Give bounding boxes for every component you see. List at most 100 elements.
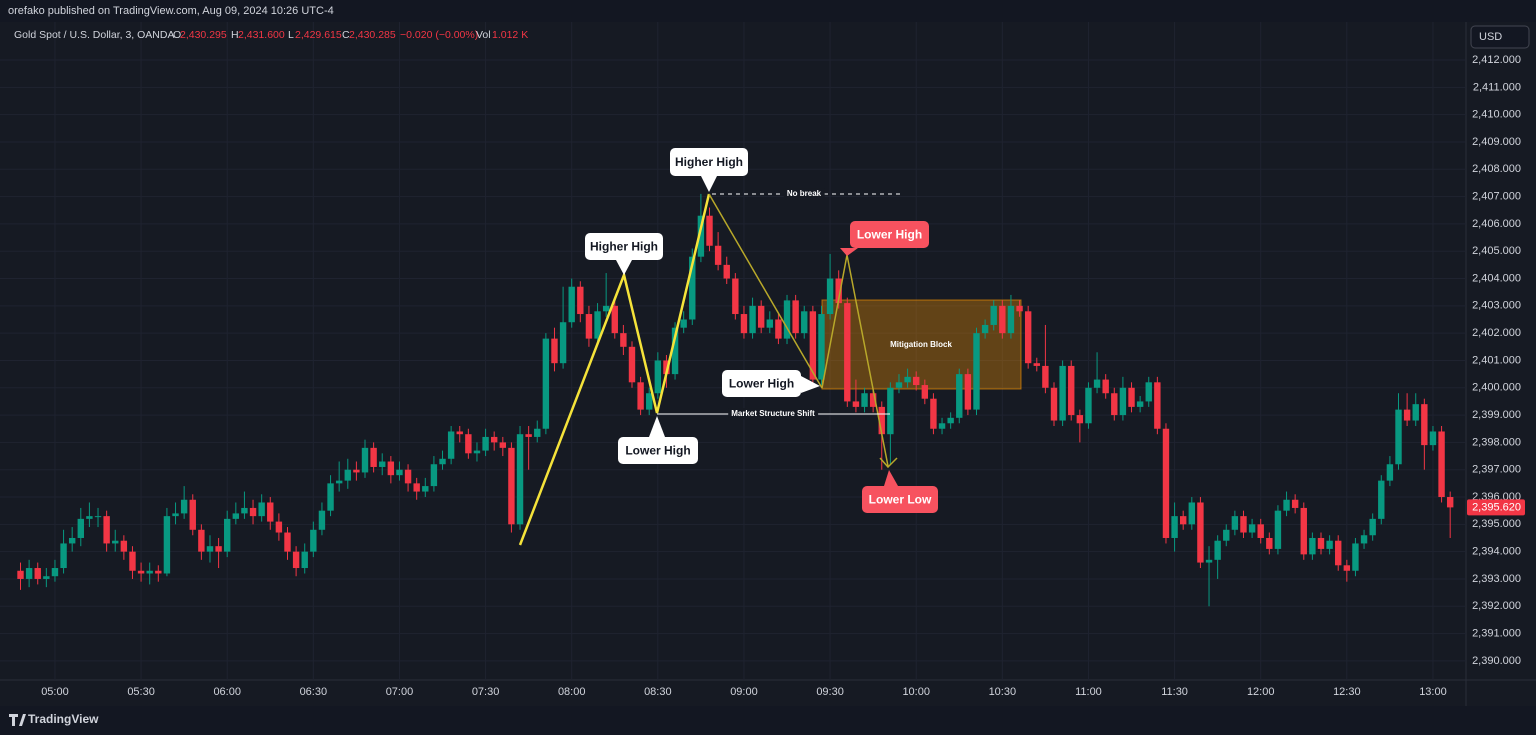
candle-body bbox=[499, 442, 507, 448]
y-tick-label: 2,410.000 bbox=[1472, 109, 1521, 121]
arrow-head bbox=[879, 457, 898, 469]
legend: O2,430.295 H 2,431.600 L 2,429.615 C 2,430.285 bbox=[173, 29, 396, 41]
y-tick-label: 2,400.000 bbox=[1472, 382, 1521, 394]
publisher: orefako published on TradingView.com, Au… bbox=[8, 5, 334, 17]
candle-body bbox=[1429, 431, 1437, 446]
candle-body bbox=[1136, 401, 1144, 407]
candle-body bbox=[482, 436, 489, 451]
bubble-label: Lower High bbox=[625, 444, 690, 458]
line-note: Mitigation Block bbox=[890, 340, 952, 349]
bubble-label: Lower Low bbox=[869, 493, 932, 507]
legend-key: L bbox=[288, 29, 294, 41]
candle-body bbox=[327, 483, 334, 511]
candle-body bbox=[1300, 507, 1307, 555]
y-tick-label: 2,406.000 bbox=[1472, 218, 1521, 230]
candle-body bbox=[809, 311, 817, 380]
candle-body bbox=[680, 319, 687, 328]
y-tick-label: 2,391.000 bbox=[1472, 627, 1521, 639]
candle-body bbox=[404, 469, 412, 484]
candle-body bbox=[714, 245, 722, 265]
candle-body bbox=[1231, 516, 1239, 530]
candle-body bbox=[1076, 415, 1084, 424]
candle-body bbox=[275, 521, 283, 533]
candle-body bbox=[1412, 404, 1419, 421]
last-price-label: 2,395.620 bbox=[1472, 501, 1521, 513]
candle-body bbox=[577, 286, 584, 315]
x-tick-label: 11:00 bbox=[1075, 686, 1102, 698]
candles bbox=[17, 193, 1454, 607]
candle-body bbox=[422, 486, 429, 492]
candle-body bbox=[1059, 365, 1066, 421]
candle-body bbox=[387, 461, 395, 476]
candle-body bbox=[146, 570, 153, 574]
candle-body bbox=[25, 568, 33, 579]
candle-body bbox=[1171, 516, 1178, 538]
candle-body bbox=[835, 278, 842, 304]
legend-value: 2,430.285 bbox=[349, 29, 396, 41]
candle-body bbox=[465, 434, 472, 454]
candle-body bbox=[490, 436, 498, 443]
candle-body bbox=[1403, 409, 1411, 421]
volume-key: Vol bbox=[476, 29, 491, 41]
y-tick-label: 2,398.000 bbox=[1472, 436, 1521, 448]
candle-body bbox=[852, 401, 860, 407]
candle-body bbox=[1343, 565, 1351, 571]
candle-body bbox=[456, 431, 463, 435]
candle-body bbox=[206, 546, 214, 552]
x-tick-label: 06:00 bbox=[213, 686, 241, 698]
candle-body bbox=[1197, 502, 1204, 563]
candle-body bbox=[1007, 305, 1015, 334]
candle-body bbox=[1016, 305, 1023, 312]
candle-body bbox=[1335, 540, 1342, 566]
candle-body bbox=[559, 322, 567, 364]
bubble-label: Lower High bbox=[857, 228, 922, 242]
footer-brand: TradingView bbox=[28, 712, 99, 726]
x-tick-label: 07:30 bbox=[472, 686, 500, 698]
candle-body bbox=[60, 543, 67, 569]
candle-body bbox=[551, 338, 558, 364]
publish-bar bbox=[0, 0, 1536, 22]
candle-body bbox=[826, 278, 834, 315]
candle-body bbox=[447, 431, 455, 459]
currency[interactable]: USD bbox=[1479, 31, 1502, 43]
candle-body bbox=[155, 570, 162, 574]
note-background bbox=[783, 188, 825, 200]
candle-body bbox=[783, 300, 791, 339]
candle-body bbox=[1145, 382, 1152, 402]
y-tick-label: 2,401.000 bbox=[1472, 354, 1521, 366]
candle-body bbox=[215, 546, 222, 552]
candle-body bbox=[1317, 537, 1325, 549]
x-tick-label: 11:30 bbox=[1161, 686, 1188, 698]
candle-body bbox=[43, 576, 50, 579]
candle-body bbox=[801, 311, 808, 334]
candle-body bbox=[17, 570, 24, 579]
candle-body bbox=[439, 458, 446, 465]
candle-body bbox=[921, 385, 929, 399]
candle-body bbox=[818, 314, 825, 380]
x-tick-label: 12:00 bbox=[1247, 686, 1275, 698]
candle-body bbox=[775, 319, 782, 339]
bubble-pointer bbox=[616, 260, 632, 275]
x-tick-label: 05:00 bbox=[41, 686, 69, 698]
bubble bbox=[670, 148, 748, 176]
candle-body bbox=[1162, 428, 1170, 538]
candle-body bbox=[163, 516, 171, 574]
candle-body bbox=[112, 540, 119, 544]
candle-body bbox=[430, 464, 438, 487]
candle-body bbox=[956, 374, 963, 418]
y-tick-label: 2,409.000 bbox=[1472, 136, 1521, 148]
candle-body bbox=[981, 324, 989, 334]
volume-value: 1.012 K bbox=[492, 29, 528, 41]
candle-body bbox=[1240, 516, 1247, 533]
zigzag-up bbox=[518, 193, 711, 546]
candle-body bbox=[723, 264, 730, 279]
candle-body bbox=[301, 551, 308, 569]
candle-body bbox=[1438, 431, 1445, 498]
bubble-pointer bbox=[884, 470, 898, 486]
candle-body bbox=[1205, 559, 1213, 563]
currency-button[interactable] bbox=[1470, 25, 1530, 49]
x-tick-label: 08:00 bbox=[558, 686, 586, 698]
candle-body bbox=[1085, 387, 1092, 424]
